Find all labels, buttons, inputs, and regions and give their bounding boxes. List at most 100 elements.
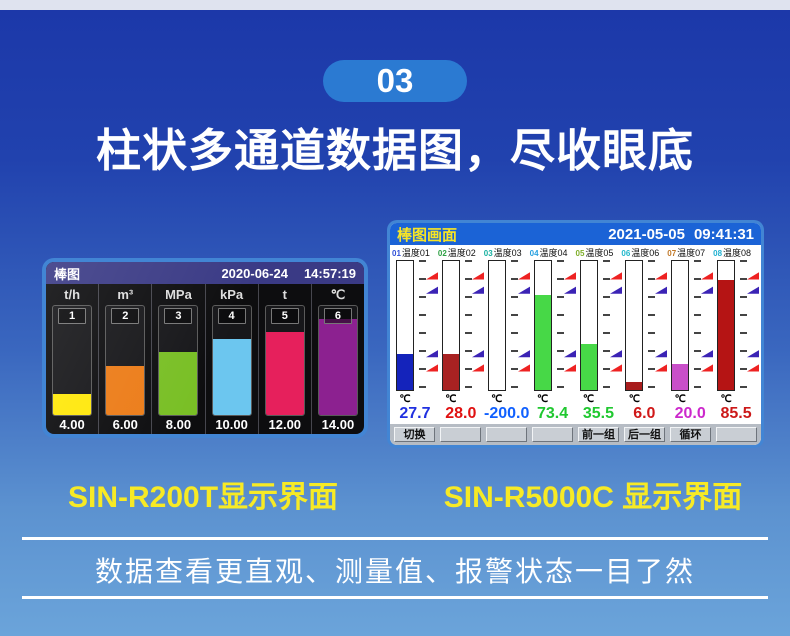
channel-name: 温度01: [401, 248, 430, 258]
channel-value: 12.00: [268, 417, 302, 432]
channel-bar: 5: [264, 305, 305, 416]
channel-number: 5: [270, 308, 299, 324]
soft-key-bar: 切换 前一组 后一组 循环: [390, 424, 761, 445]
tick-marks: [419, 260, 426, 391]
left-channel-6: ℃ 6 14.00: [312, 284, 364, 434]
channel-bar-fill: [265, 332, 304, 415]
right-channel-7: 07温度07 ℃ 20.0: [667, 245, 714, 424]
channel-label: 06温度06: [621, 246, 659, 259]
channel-tube: [625, 260, 644, 391]
channel-value: 85.5: [720, 405, 752, 422]
channel-label: 08温度08: [713, 246, 751, 259]
channel-tube: [533, 260, 552, 391]
channel-tube: [441, 260, 460, 391]
channel-bar-fill: [106, 365, 145, 415]
channel-name: 温度08: [723, 248, 752, 258]
next-group-button[interactable]: 后一组: [624, 427, 665, 442]
channel-name: 温度07: [677, 248, 706, 258]
channel-value: 14.00: [321, 417, 355, 432]
blank-button-1[interactable]: [440, 427, 481, 442]
alarm-markers-icon: [609, 260, 622, 391]
right-device-caption: SIN-R5000C 显示界面: [443, 481, 743, 514]
channel-id: 04: [529, 249, 539, 258]
channel-unit: ℃: [537, 394, 549, 405]
channel-value: -200.0: [484, 405, 530, 422]
channel-value: 28.0: [445, 405, 477, 422]
right-device-screen: 棒图画面 2021-05-05 09:41:31 01温度01 ℃ 27.7 0…: [390, 223, 761, 445]
channel-unit: t/h: [64, 287, 81, 302]
channel-name: 温度06: [631, 248, 660, 258]
prev-group-button[interactable]: 前一组: [578, 427, 619, 442]
channel-label: 03温度03: [484, 246, 522, 259]
channel-tube: [671, 260, 690, 391]
tick-marks: [694, 260, 702, 391]
footer-divider-top: [22, 537, 768, 540]
alarm-markers-icon: [701, 260, 714, 391]
channel-unit: ℃: [330, 287, 346, 302]
right-channel-1: 01温度01 ℃ 27.7: [392, 245, 438, 424]
channel-number: 1: [58, 308, 87, 324]
channel-tube: [487, 260, 506, 391]
left-channel-1: t/h 1 4.00: [46, 284, 100, 434]
right-channel-8: 08温度08 ℃ 85.5: [713, 245, 760, 424]
right-screen-header: 棒图画面 2021-05-05 09:41:31: [390, 223, 761, 245]
footer-divider-bottom: [22, 596, 768, 599]
alarm-markers-icon: [471, 260, 484, 391]
channel-bar: 1: [52, 305, 93, 416]
channel-bar: 6: [317, 305, 358, 416]
channel-unit: ℃: [628, 394, 640, 405]
left-channel-2: m³ 2 6.00: [99, 284, 153, 434]
blank-button-3[interactable]: [532, 427, 573, 442]
tick-marks: [556, 260, 564, 391]
right-channel-4: 04温度04 ℃ 73.4: [530, 245, 576, 424]
left-screen-date: 2020-06-24: [221, 265, 288, 281]
switch-button[interactable]: 切换: [394, 427, 435, 442]
channel-unit: kPa: [220, 287, 244, 302]
cycle-button[interactable]: 循环: [670, 427, 711, 442]
channel-value: 20.0: [674, 405, 706, 422]
channel-label: 01温度01: [392, 246, 430, 259]
channel-number: 2: [111, 308, 140, 324]
channel-tube: [396, 260, 414, 391]
tick-marks: [602, 260, 610, 391]
channel-name: 温度02: [447, 248, 476, 258]
left-screen-title: 棒图: [54, 266, 81, 282]
blank-button-4[interactable]: [716, 427, 757, 442]
right-channel-3: 03温度03 ℃ -200.0: [484, 245, 530, 424]
channel-bar-fill: [212, 338, 251, 415]
channel-unit: ℃: [582, 394, 595, 405]
channel-unit: m³: [117, 287, 134, 302]
section-number-badge: 03: [323, 60, 467, 102]
channel-tube-fill: [442, 353, 459, 390]
right-device-frame: 棒图画面 2021-05-05 09:41:31 01温度01 ℃ 27.7 0…: [387, 220, 764, 448]
channel-bar-fill: [159, 351, 198, 415]
footer-tagline: 数据查看更直观、测量值、报警状态一目了然: [94, 556, 695, 587]
channel-id: 02: [437, 249, 447, 258]
left-screen-time: 14:57:19: [303, 265, 356, 281]
channel-value: 8.00: [165, 417, 192, 432]
channel-id: 06: [621, 249, 631, 258]
right-screen-date: 2021-05-05: [608, 225, 685, 243]
right-channel-5: 05温度05 ℃ 35.5: [576, 245, 622, 424]
channel-value: 6.00: [112, 417, 138, 432]
channel-value: 4.00: [59, 417, 85, 432]
channel-number: 6: [323, 308, 352, 324]
channel-unit: MPa: [165, 287, 192, 302]
right-channel-2: 02温度02 ℃ 28.0: [438, 245, 484, 424]
blank-button-2[interactable]: [486, 427, 527, 442]
channel-bar-fill: [318, 319, 357, 415]
alarm-markers-icon: [517, 260, 530, 391]
channel-unit: ℃: [491, 394, 503, 405]
channel-value: 10.00: [215, 417, 248, 432]
left-device-frame: 棒图 2020-06-24 14:57:19 t/h 1 4.00 m³ 2 6…: [42, 258, 368, 438]
channel-value: 6.0: [633, 405, 656, 422]
left-device-screen: 棒图 2020-06-24 14:57:19 t/h 1 4.00 m³ 2 6…: [46, 262, 364, 434]
alarm-markers-icon: [747, 260, 760, 391]
channel-unit: ℃: [399, 394, 411, 405]
channel-id: 07: [667, 249, 677, 258]
tick-marks: [464, 260, 472, 391]
channel-id: 08: [713, 249, 723, 258]
left-channel-3: MPa 3 8.00: [152, 284, 206, 434]
channel-name: 温度04: [539, 248, 568, 258]
channel-tube-fill: [580, 344, 597, 390]
